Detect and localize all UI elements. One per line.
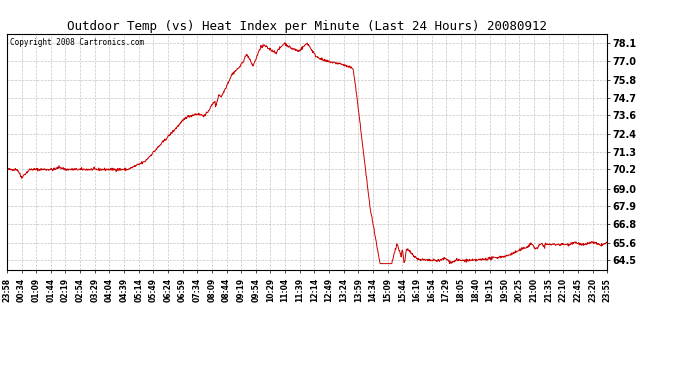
Title: Outdoor Temp (vs) Heat Index per Minute (Last 24 Hours) 20080912: Outdoor Temp (vs) Heat Index per Minute … (67, 20, 547, 33)
Text: Copyright 2008 Cartronics.com: Copyright 2008 Cartronics.com (10, 39, 144, 48)
